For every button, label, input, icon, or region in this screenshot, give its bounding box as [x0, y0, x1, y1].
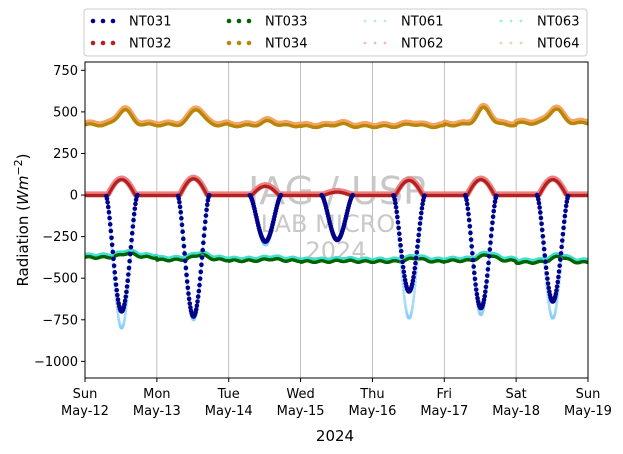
grid: [156, 62, 517, 378]
legend-marker: [363, 19, 367, 23]
legend-marker: [499, 19, 503, 23]
legend-item: NT061: [363, 15, 443, 30]
legend-marker: [110, 40, 116, 46]
legend-marker: [363, 41, 367, 45]
legend-label: NT063: [537, 15, 579, 30]
legend-item: NT064: [499, 37, 579, 52]
legend: NT031 NT032 NT033 NT034 NT061 NT062 NT063 NT064: [83, 8, 588, 57]
legend-marker: [246, 18, 252, 24]
legend-marker: [509, 19, 513, 23]
legend-marker: [383, 41, 387, 45]
legend-label: NT062: [401, 37, 443, 52]
legend-marker: [383, 19, 387, 23]
legend-marker: [226, 40, 232, 46]
legend-item: NT034: [226, 37, 307, 52]
legend-marker: [110, 18, 116, 24]
legend-frame: [83, 8, 588, 57]
legend-marker: [100, 18, 106, 24]
legend-item: NT032: [90, 37, 171, 52]
series-layer: [85, 102, 588, 330]
legend-marker: [499, 41, 503, 45]
legend-marker: [226, 18, 232, 24]
legend-marker: [100, 40, 106, 46]
legend-label: NT061: [401, 15, 443, 30]
legend-item: NT063: [499, 15, 579, 30]
legend-marker: [236, 40, 242, 46]
legend-label: NT064: [537, 37, 579, 52]
legend-item: NT033: [226, 15, 307, 30]
legend-marker: [90, 40, 96, 46]
legend-label: NT034: [265, 37, 307, 52]
legend-label: NT032: [129, 37, 171, 52]
legend-marker: [236, 18, 242, 24]
legend-label: NT033: [265, 15, 307, 30]
legend-marker: [246, 40, 252, 46]
legend-item: NT031: [90, 15, 171, 30]
legend-marker: [509, 41, 513, 45]
legend-marker: [519, 19, 523, 23]
legend-label: NT031: [129, 15, 171, 30]
legend-marker: [90, 18, 96, 24]
plot-area: [85, 62, 588, 378]
legend-marker: [373, 19, 377, 23]
legend-marker: [519, 41, 523, 45]
legend-item: NT062: [363, 37, 443, 52]
legend-marker: [373, 41, 377, 45]
